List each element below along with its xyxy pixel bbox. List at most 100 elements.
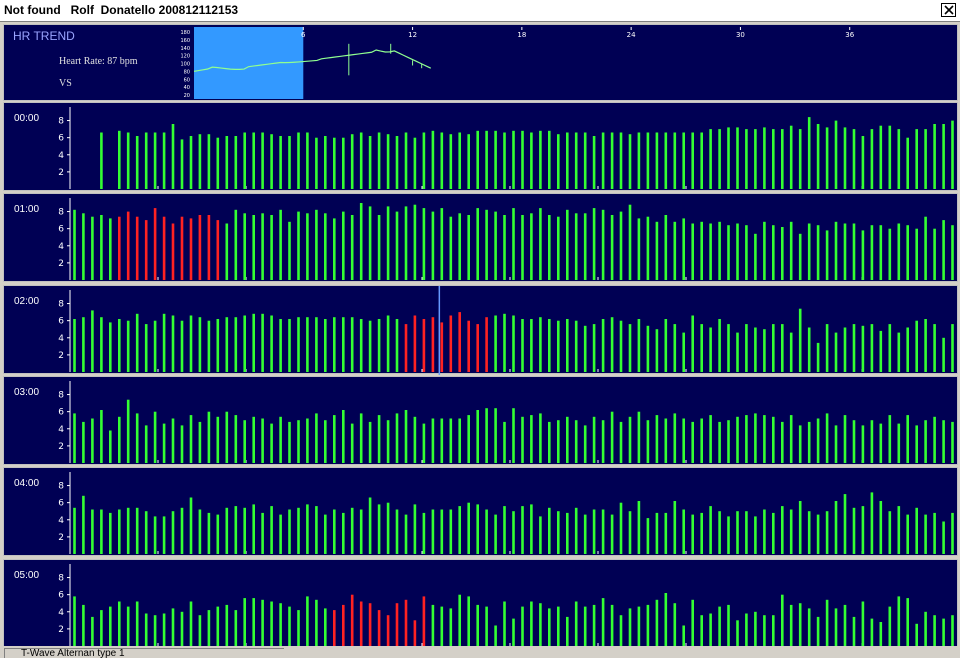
bar-value <box>494 211 497 280</box>
bar-value <box>449 418 453 463</box>
rhythm-row-chart[interactable]: 8 6 4 2 <box>4 468 959 557</box>
bar-value <box>153 411 157 463</box>
bar-value <box>942 337 945 372</box>
rhythm-row[interactable]: 8 6 4 2 02:00 <box>3 285 959 375</box>
trend-x-tick: 6 <box>301 31 306 39</box>
bar-value <box>100 509 103 554</box>
bar-alternans <box>189 218 193 280</box>
bar-value <box>413 137 417 189</box>
bar-value <box>897 332 901 372</box>
trend-y-tick: 20 <box>184 93 190 99</box>
rhythm-row[interactable]: 8 6 4 2 04:00 <box>3 467 958 556</box>
bar-value <box>834 332 838 372</box>
bar-value <box>431 418 435 463</box>
bar-value <box>807 608 811 646</box>
bar-value <box>91 216 94 280</box>
bar-value <box>324 420 327 463</box>
row-time-label: 01:00 <box>14 204 40 215</box>
bar-value <box>350 215 354 280</box>
rhythm-row-chart[interactable]: 8 6 4 2 <box>4 194 959 283</box>
rhythm-row-chart[interactable]: 8 6 4 2 <box>4 103 959 192</box>
bar-value <box>691 315 694 372</box>
bar-value <box>135 507 139 554</box>
bar-value <box>207 512 211 554</box>
rhythm-row[interactable]: 8 6 4 2 05:00 <box>3 559 958 648</box>
bar-value <box>135 313 139 372</box>
bar-value <box>315 413 318 463</box>
bar-value <box>297 211 300 280</box>
bar-value <box>350 507 354 554</box>
bar-value <box>100 215 103 280</box>
bar-value <box>691 421 694 463</box>
bar-value <box>583 213 587 280</box>
title-bar: Not found Rolf Donatello 200812112153 <box>0 0 960 22</box>
bar-value <box>915 228 918 280</box>
bar-value <box>368 421 372 463</box>
bar-value <box>118 130 121 189</box>
rhythm-row-chart[interactable]: 8 6 4 2 <box>4 560 959 649</box>
bar-value <box>879 423 883 463</box>
bar-value <box>503 313 506 372</box>
bar-value <box>655 221 659 280</box>
bar-value <box>225 223 229 280</box>
bar-alternans <box>359 601 363 646</box>
bar-value <box>494 514 497 554</box>
bar-value <box>736 223 739 280</box>
bar-value <box>897 596 901 646</box>
bar-value <box>574 213 578 280</box>
bar-value <box>745 324 748 372</box>
rhythm-row[interactable]: 8 6 4 2 01:00 <box>3 193 958 282</box>
rhythm-row[interactable]: 8 6 4 2 03:00 <box>3 376 958 465</box>
bar-value <box>225 507 229 554</box>
bar-alternans <box>431 317 435 372</box>
bar-alternans <box>333 610 336 646</box>
bar-value <box>566 132 569 189</box>
bar-value <box>816 418 820 463</box>
bar-value <box>924 514 927 554</box>
y-tick-label: 6 <box>58 408 64 418</box>
bar-value <box>897 129 901 189</box>
bar-value <box>745 415 748 463</box>
bar-value <box>377 319 381 372</box>
bar-value <box>557 511 560 554</box>
bar-value <box>216 319 220 372</box>
bar-value <box>763 509 766 554</box>
bar-value <box>431 130 435 189</box>
bar-value <box>144 613 148 646</box>
bar-value <box>781 506 784 554</box>
bar-value <box>915 623 918 646</box>
bar-value <box>530 415 533 463</box>
bar-value <box>118 319 121 372</box>
bar-value <box>592 208 596 280</box>
bar-alternans <box>476 324 479 372</box>
bar-value <box>440 208 444 280</box>
bar-value <box>315 506 318 554</box>
bar-value <box>592 604 596 646</box>
hr-trend-title: HR TREND <box>13 29 75 43</box>
bar-alternans <box>422 319 426 372</box>
rhythm-row-chart[interactable]: 8 6 4 2 <box>4 377 959 466</box>
bar-value <box>646 604 650 646</box>
bar-value <box>709 613 712 646</box>
bar-value <box>252 313 255 372</box>
bar-value <box>82 604 85 646</box>
bar-value <box>413 416 417 463</box>
rhythm-row-chart[interactable]: 8 6 4 2 <box>4 286 959 375</box>
hr-trend-panel[interactable]: 180 160 140 120 100 80 60 40 20 6 12 18 24 30 36 HR TR… <box>3 24 958 101</box>
close-button[interactable] <box>941 3 956 17</box>
bar-value <box>709 506 712 554</box>
bar-value <box>503 601 506 646</box>
bar-value <box>664 215 668 280</box>
bar-value <box>906 327 909 372</box>
bar-value <box>754 611 757 646</box>
rhythm-row[interactable]: 8 6 4 2 00:00 <box>3 102 958 191</box>
bar-value <box>772 225 775 280</box>
bar-value <box>386 502 390 554</box>
bar-value <box>377 215 381 280</box>
window-title: Not found Rolf Donatello 200812112153 <box>4 3 239 17</box>
bar-value <box>342 410 345 463</box>
bar-value <box>458 213 461 280</box>
bar-value <box>592 416 596 463</box>
bar-value <box>816 342 820 372</box>
